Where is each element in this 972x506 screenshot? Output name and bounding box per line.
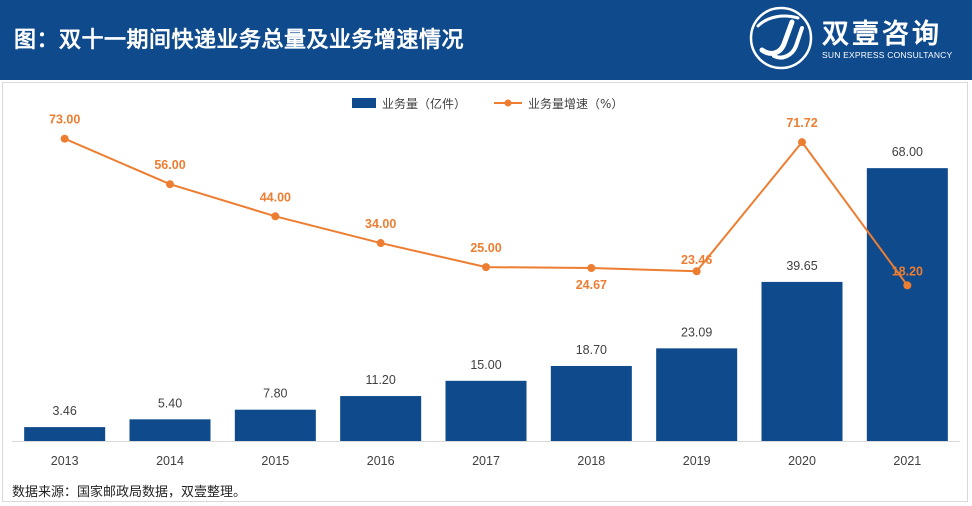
bar-2013 [24, 427, 106, 441]
growth-label-2020: 71.72 [786, 116, 817, 130]
legend-label-line: 业务量增速（%） [528, 96, 623, 111]
brand-name: 双壹咨询 [822, 19, 942, 50]
growth-point-2013 [60, 134, 69, 143]
growth-point-2020 [798, 138, 806, 147]
x-tick-2015: 2015 [261, 454, 289, 468]
growth-point-2016 [376, 239, 385, 248]
bar-2016 [340, 396, 422, 441]
growth-point-2018 [587, 264, 596, 273]
growth-point-2014 [166, 180, 174, 189]
bar-2017 [445, 380, 527, 441]
bar-label-2020: 39.65 [786, 259, 817, 273]
brand-tagline: SUN EXPRESS CONSULTANCY [822, 50, 953, 60]
chart-frame [2, 82, 968, 502]
source-note: 数据来源：国家邮政局数据，双壹整理。 [12, 485, 247, 500]
legend-label-bar: 业务量（亿件） [382, 96, 466, 111]
bar-2014 [129, 419, 211, 441]
growth-label-2015: 44.00 [260, 190, 291, 204]
bar-label-2013: 3.46 [52, 404, 76, 418]
x-tick-2016: 2016 [367, 454, 395, 468]
x-tick-2020: 2020 [788, 454, 816, 468]
bar-2020 [761, 281, 843, 441]
growth-label-2018: 24.67 [576, 278, 607, 292]
bar-label-2014: 5.40 [158, 396, 182, 410]
bar-label-2021: 68.00 [892, 145, 923, 159]
growth-point-2019 [692, 267, 701, 276]
bar-2015 [234, 409, 316, 441]
bar-label-2015: 7.80 [263, 387, 287, 401]
growth-point-2021 [903, 281, 912, 290]
bar-label-2019: 23.09 [681, 325, 712, 339]
header-banner: 图：双十一期间快递业务总量及业务增速情况 双壹咨询 SUN EXPRESS CO… [0, 0, 972, 80]
x-tick-2014: 2014 [156, 454, 184, 468]
bar-label-2018: 18.70 [576, 343, 607, 357]
bar-2018 [550, 365, 632, 441]
chart-title: 图：双十一期间快递业务总量及业务增速情况 [14, 28, 465, 53]
growth-label-2016: 34.00 [365, 217, 396, 231]
x-tick-2017: 2017 [472, 454, 500, 468]
x-tick-2021: 2021 [893, 454, 921, 468]
logo-icon [749, 6, 813, 70]
growth-label-2019: 23.46 [681, 253, 712, 267]
bar-2019 [656, 348, 738, 441]
growth-label-2017: 25.00 [470, 241, 501, 255]
growth-label-2013: 73.00 [49, 113, 80, 127]
bar-label-2016: 11.20 [365, 373, 395, 387]
growth-label-2014: 56.00 [154, 158, 185, 172]
bar-2021 [866, 168, 948, 441]
growth-point-2015 [271, 212, 280, 221]
growth-point-2017 [482, 263, 490, 272]
growth-label-2021: 18.20 [892, 264, 923, 278]
legend-swatch-bar [352, 98, 376, 108]
x-tick-2018: 2018 [577, 454, 605, 468]
bar-label-2017: 15.00 [470, 358, 501, 372]
x-tick-2019: 2019 [683, 454, 711, 468]
legend-marker-line [504, 99, 512, 107]
x-tick-2013: 2013 [51, 454, 79, 468]
